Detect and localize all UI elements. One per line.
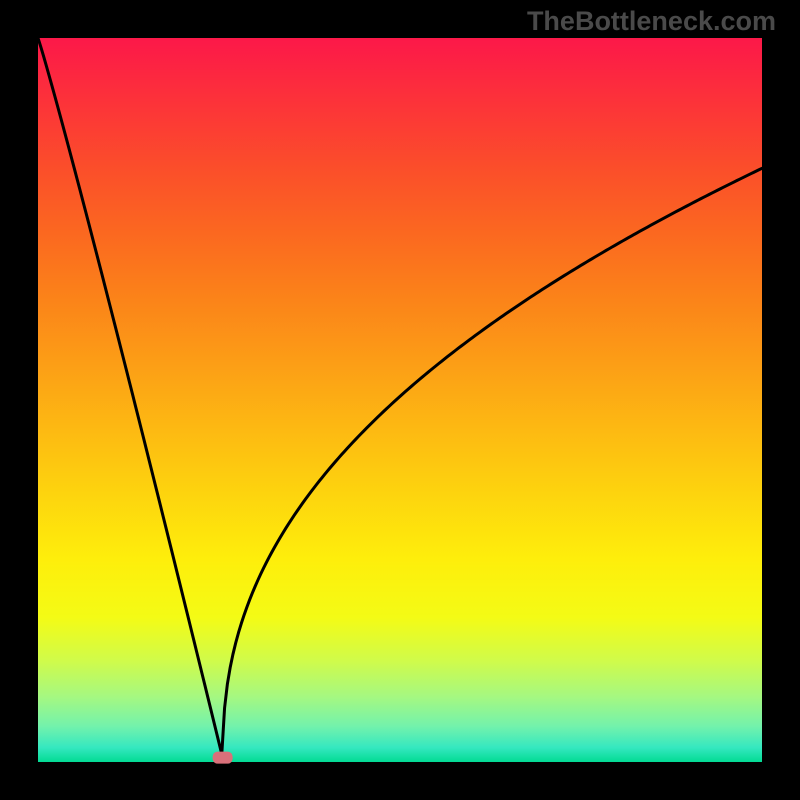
curve-layer	[38, 38, 762, 762]
bottleneck-curve	[38, 38, 762, 754]
dip-marker	[213, 752, 233, 764]
plot-area	[38, 38, 762, 762]
watermark-text: TheBottleneck.com	[527, 6, 776, 37]
